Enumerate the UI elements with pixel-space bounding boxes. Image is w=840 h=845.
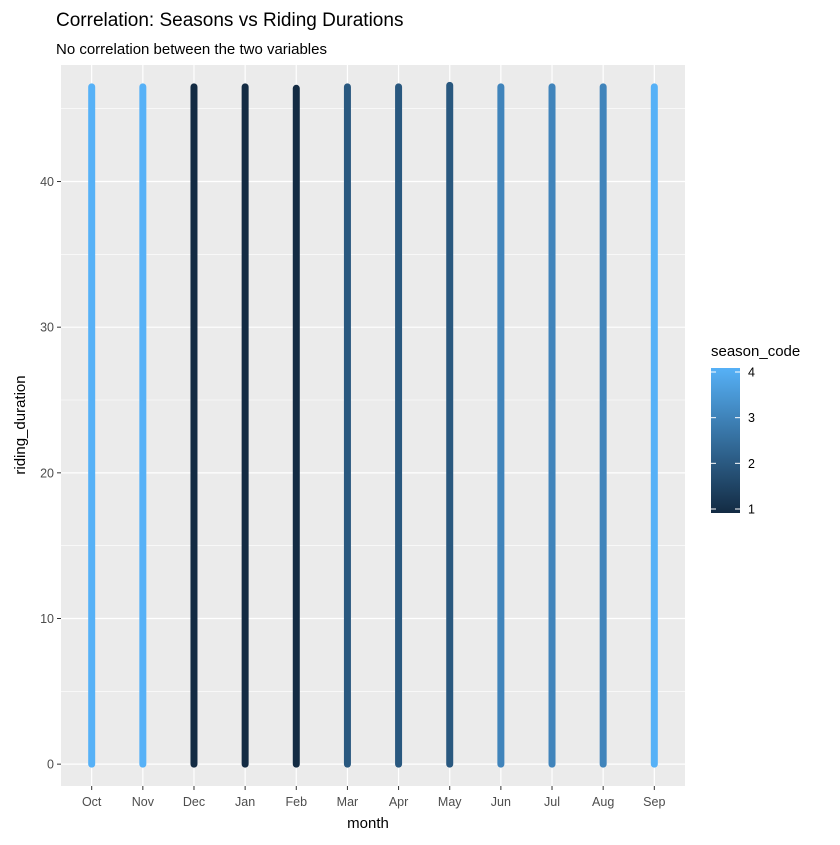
x-tick-label: Aug [592,795,614,809]
plot-panel [61,65,685,786]
x-tick-label: Apr [389,795,408,809]
y-tick-label: 10 [40,612,54,626]
y-tick-label: 0 [47,758,54,772]
x-tick-label: May [438,795,462,809]
y-tick-label: 40 [40,175,54,189]
legend-tick-label: 4 [748,366,755,380]
x-tick-label: Oct [82,795,102,809]
x-tick-label: Sep [643,795,665,809]
y-axis: 0 10 20 30 40 [40,175,61,772]
y-axis-label: riding_duration [12,375,29,474]
x-axis: Oct Nov Dec Jan Feb Mar Apr May Jun Jul Aug Sep [82,786,665,809]
x-tick-label: Mar [337,795,359,809]
legend-title: season_code [711,343,800,360]
x-tick-label: Jan [235,795,255,809]
legend-tick-label: 3 [748,411,755,425]
legend-colorbar [711,368,740,513]
y-tick-label: 20 [40,466,54,480]
legend-tick-label: 1 [748,503,755,517]
chart-title: Correlation: Seasons vs Riding Durations [56,10,403,31]
legend: season_code 1 2 3 4 [711,343,800,517]
chart-subtitle: No correlation between the two variables [56,41,327,58]
x-axis-label: month [347,815,389,832]
x-tick-label: Nov [132,795,155,809]
x-tick-label: Jun [491,795,511,809]
panel-background [61,65,685,786]
x-tick-label: Dec [183,795,205,809]
y-tick-label: 30 [40,321,54,335]
x-tick-label: Feb [286,795,308,809]
legend-tick-label: 2 [748,457,755,471]
x-tick-label: Jul [544,795,560,809]
